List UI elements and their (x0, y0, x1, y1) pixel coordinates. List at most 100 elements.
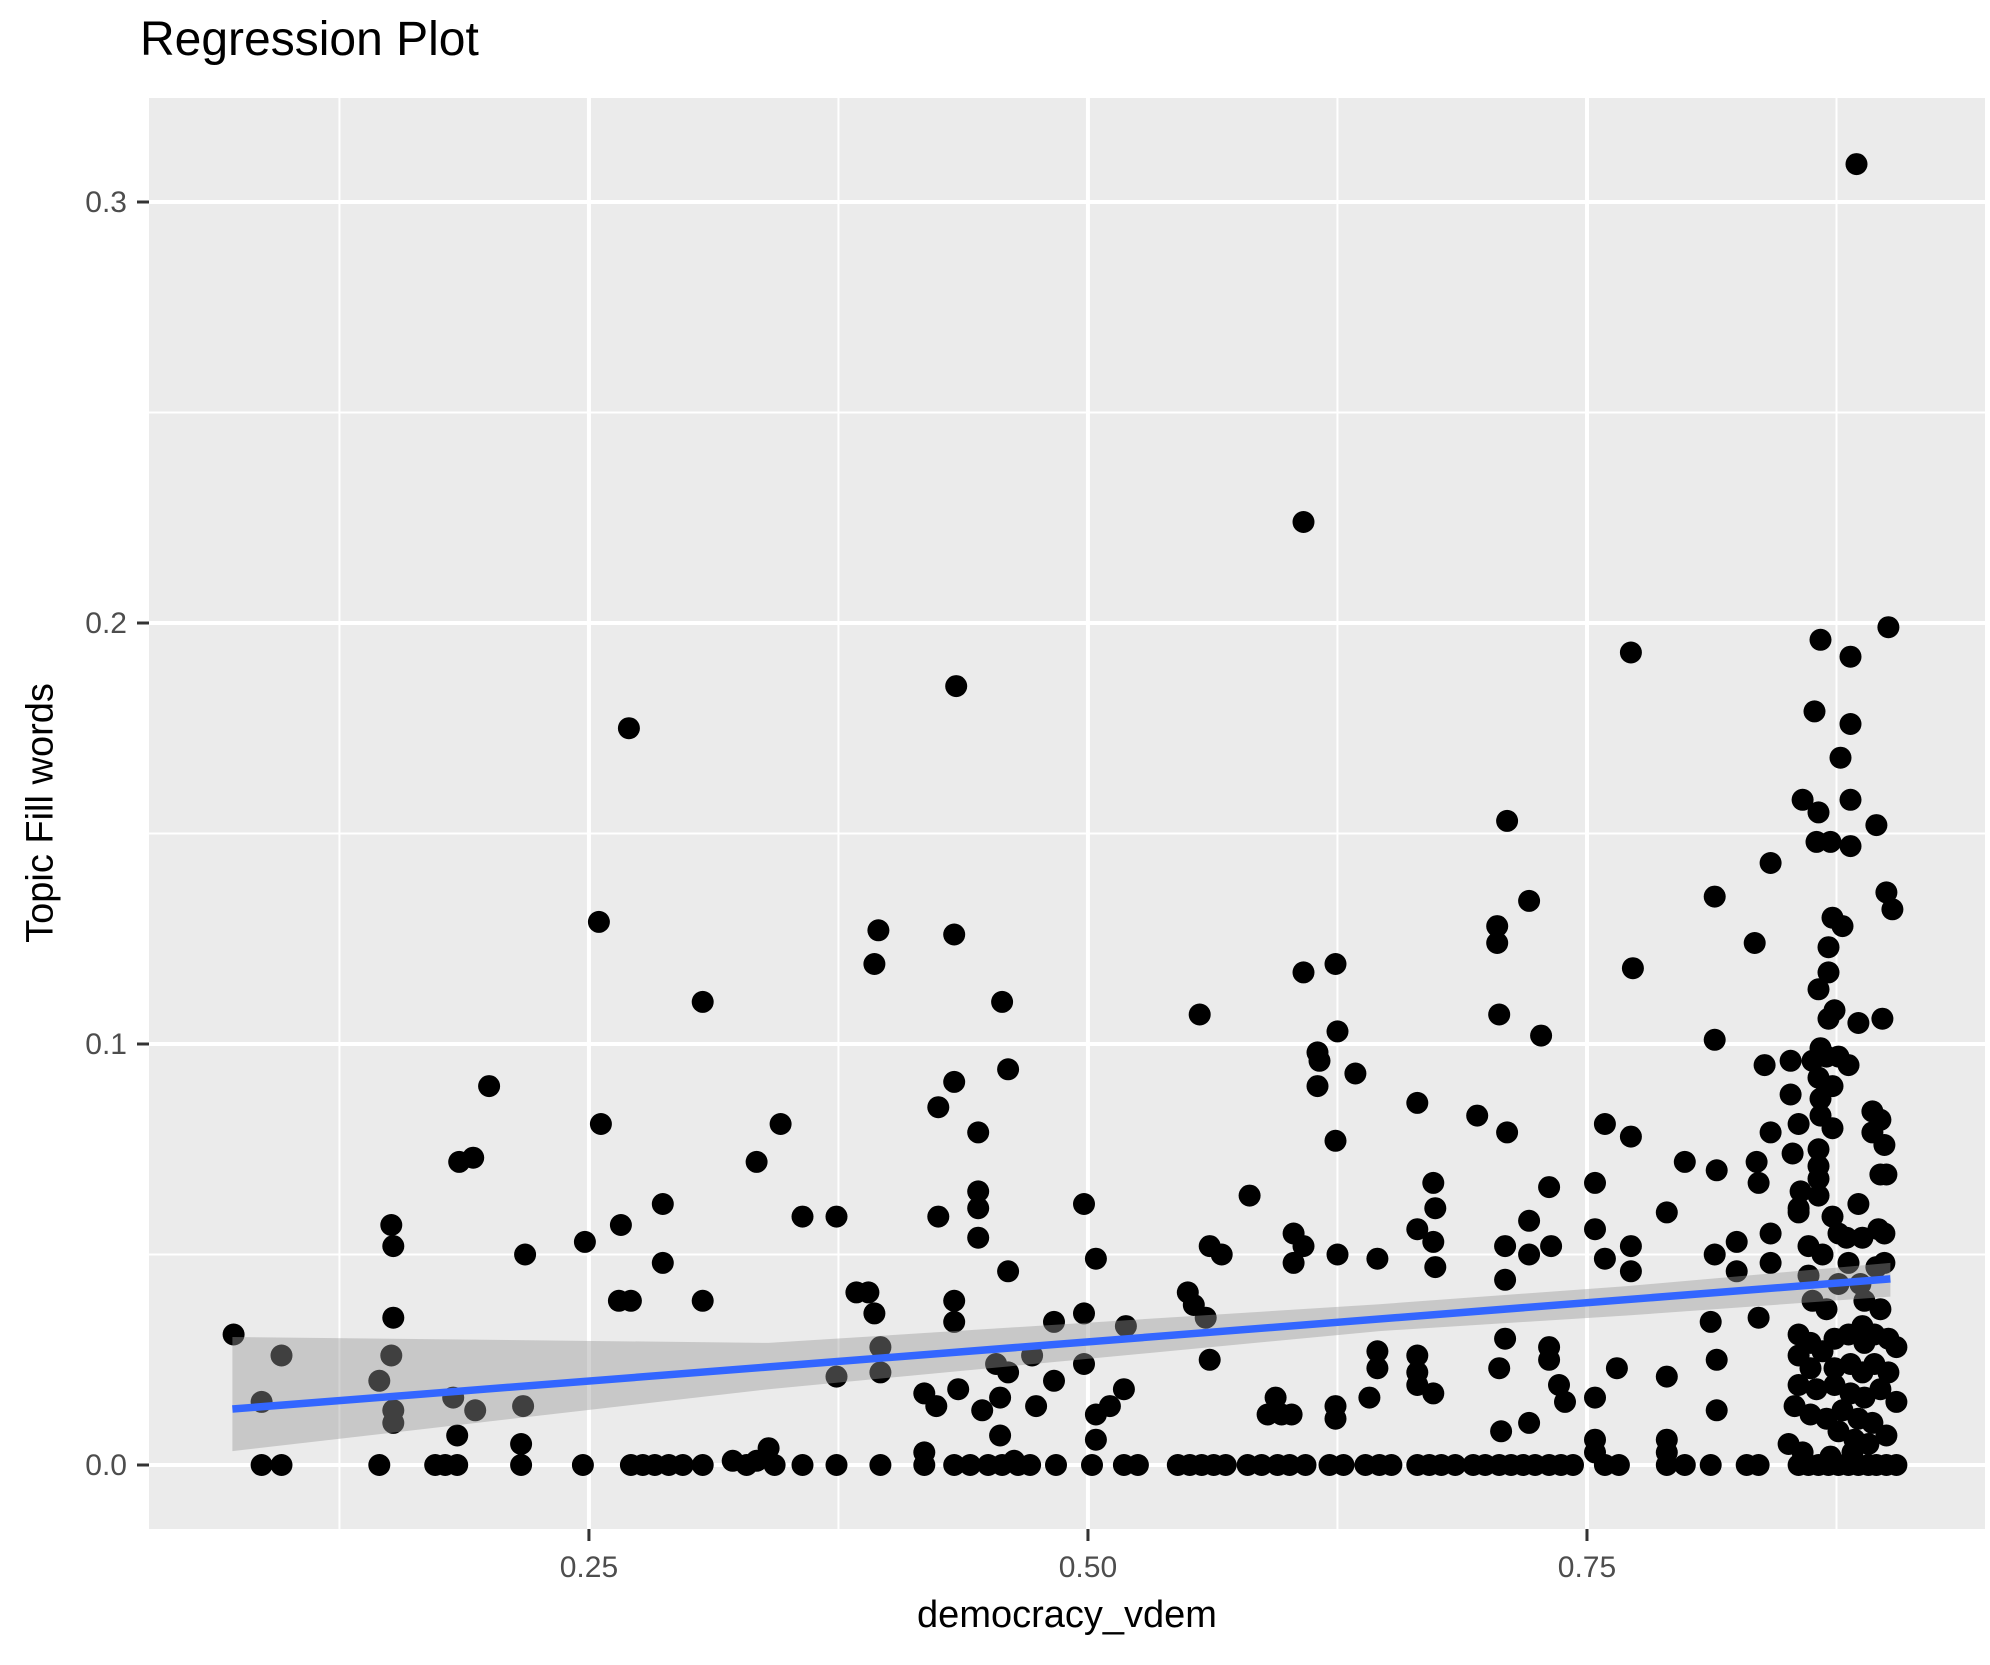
data-point (1292, 1235, 1315, 1258)
data-point (1803, 700, 1826, 723)
data-point (1875, 881, 1898, 904)
data-point (382, 1235, 405, 1258)
data-point (464, 1399, 487, 1422)
data-point (1605, 1357, 1628, 1380)
data-point (587, 910, 610, 933)
data-point (927, 1205, 950, 1228)
data-point (1839, 835, 1862, 858)
data-point (1584, 1171, 1606, 1194)
data-point (462, 1146, 485, 1169)
data-point (514, 1243, 537, 1266)
data-point (1705, 1348, 1728, 1371)
data-point (380, 1214, 403, 1236)
data-point (943, 923, 966, 946)
data-point (1811, 1243, 1834, 1266)
data-point (1025, 1395, 1048, 1418)
data-point (1847, 1012, 1870, 1034)
data-point (1466, 1104, 1489, 1127)
data-point (1019, 1454, 1042, 1476)
data-point (1424, 1197, 1447, 1220)
data-point (368, 1454, 391, 1476)
data-point (1621, 957, 1644, 980)
data-point (1486, 915, 1509, 938)
data-point (1837, 1251, 1860, 1274)
data-point (1831, 915, 1854, 938)
data-point (1332, 1454, 1355, 1476)
data-point (270, 1454, 293, 1476)
data-point (825, 1454, 848, 1476)
data-point (510, 1454, 533, 1476)
data-point (1406, 1218, 1429, 1241)
data-point (967, 1121, 990, 1144)
data-point (1084, 1428, 1107, 1451)
data-point (991, 990, 1014, 1013)
data-point (1809, 1087, 1832, 1110)
data-point (1324, 1407, 1347, 1430)
data-point (1779, 1083, 1802, 1106)
y-tick-label: 0.2 (85, 607, 127, 640)
data-point (943, 1310, 966, 1333)
data-point (1554, 1390, 1576, 1413)
y-tick-label: 0.0 (85, 1449, 127, 1482)
data-point (1807, 801, 1830, 824)
data-point (967, 1226, 990, 1249)
data-point (1518, 1209, 1541, 1232)
data-point (1819, 830, 1842, 853)
data-point (1494, 1327, 1517, 1350)
data-point (1807, 1184, 1830, 1207)
data-point (1869, 1298, 1892, 1321)
data-point (1424, 1256, 1447, 1279)
data-point (1593, 1247, 1616, 1270)
data-point (1703, 1028, 1726, 1051)
data-point (925, 1395, 948, 1418)
data-point (1703, 885, 1726, 908)
data-point (1791, 788, 1814, 811)
data-point (869, 1361, 892, 1384)
data-point (1188, 1003, 1211, 1026)
data-point (512, 1395, 535, 1418)
data-point (1787, 1113, 1810, 1135)
data-point (1865, 1256, 1888, 1279)
data-point (1238, 1184, 1261, 1207)
data-point (1584, 1386, 1606, 1409)
data-point (1885, 1454, 1908, 1476)
data-point (1875, 1424, 1898, 1447)
data-point (1655, 1201, 1678, 1224)
data-point (1781, 1142, 1804, 1165)
data-point (222, 1323, 245, 1346)
data-point (1789, 1180, 1812, 1203)
data-point (1518, 1411, 1541, 1434)
data-point (478, 1075, 501, 1098)
data-point (270, 1344, 293, 1367)
data-point (1324, 953, 1347, 975)
data-point (691, 990, 714, 1013)
data-point (1871, 1007, 1894, 1030)
data-point (1673, 1454, 1696, 1476)
data-point (1043, 1369, 1065, 1392)
data-point (869, 1336, 892, 1359)
data-point (1488, 1357, 1511, 1380)
data-point (769, 1113, 792, 1135)
data-point (1839, 788, 1862, 811)
y-axis-title: Topic Fill words (19, 683, 62, 943)
data-point (1799, 1357, 1822, 1380)
data-point (1759, 1251, 1782, 1274)
data-point (1787, 1374, 1810, 1396)
data-point (1366, 1357, 1389, 1380)
data-point (1488, 1003, 1511, 1026)
data-point (1705, 1399, 1728, 1422)
data-point (1494, 1235, 1517, 1258)
data-point (1791, 1441, 1814, 1464)
data-point (967, 1180, 990, 1203)
data-point (1797, 1264, 1820, 1287)
data-point (1847, 1193, 1870, 1215)
data-point (1779, 1049, 1802, 1072)
data-point (1759, 1222, 1782, 1245)
data-point (1817, 961, 1840, 984)
data-point (368, 1369, 391, 1392)
data-point (943, 1070, 966, 1093)
data-point (1747, 1454, 1770, 1476)
data-point (1821, 1117, 1844, 1140)
x-tick-label: 0.50 (1059, 1551, 1117, 1584)
